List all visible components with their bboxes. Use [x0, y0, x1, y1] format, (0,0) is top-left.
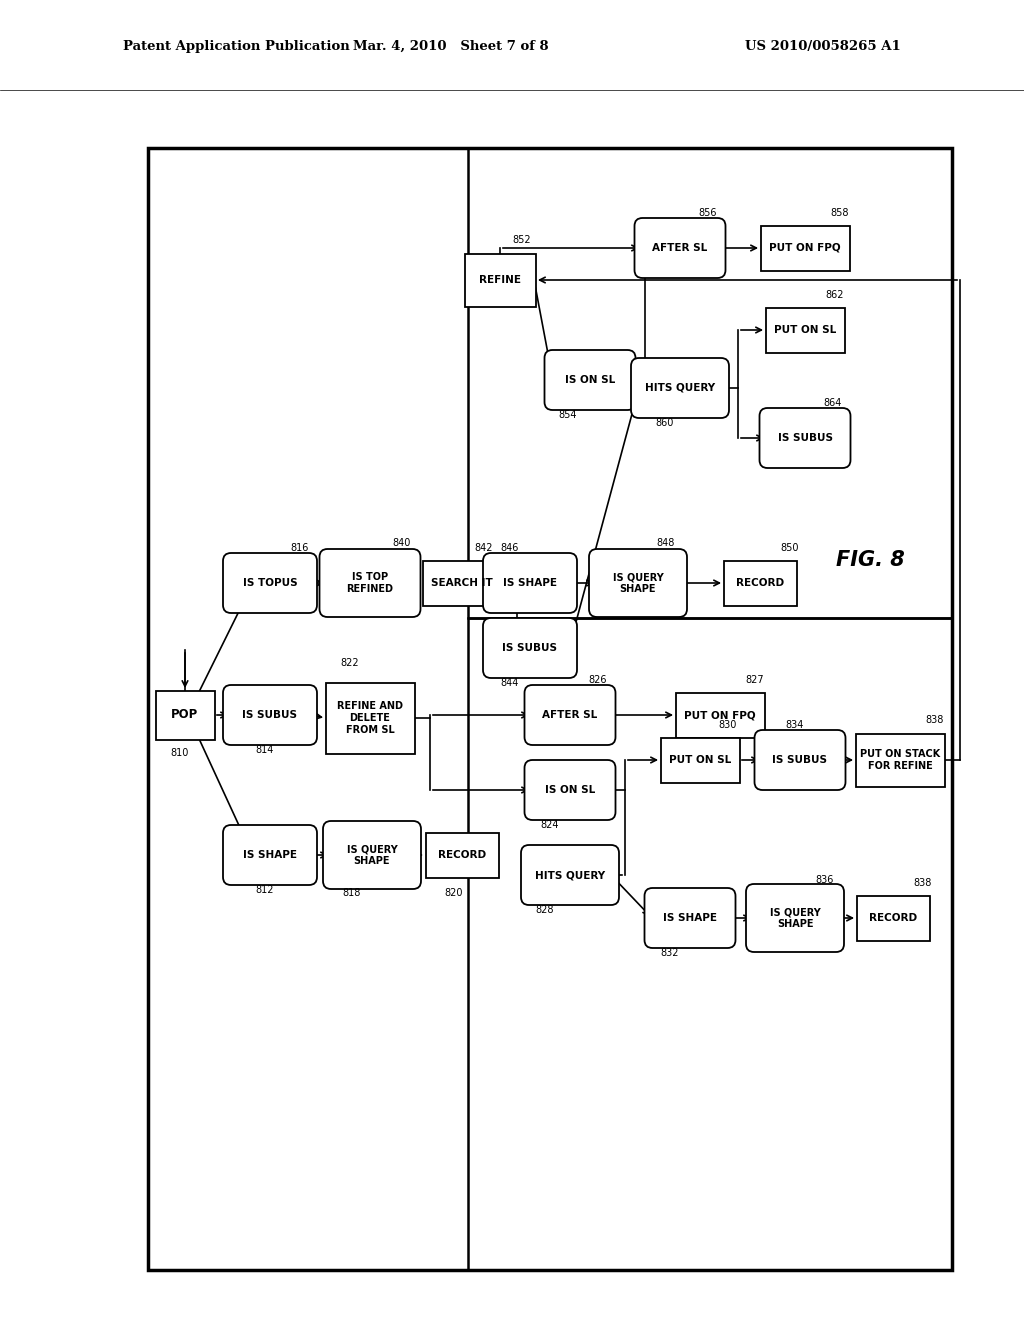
Text: 854: 854 — [559, 411, 578, 420]
FancyBboxPatch shape — [319, 549, 421, 616]
Text: 830: 830 — [719, 719, 737, 730]
FancyBboxPatch shape — [524, 685, 615, 744]
FancyBboxPatch shape — [326, 682, 415, 754]
Text: IS TOPUS: IS TOPUS — [243, 578, 297, 587]
Text: 838: 838 — [926, 715, 944, 725]
Bar — [468, 148, 952, 618]
FancyBboxPatch shape — [483, 553, 577, 612]
Bar — [468, 618, 952, 1270]
Text: 814: 814 — [256, 744, 274, 755]
Text: FIG. 8: FIG. 8 — [836, 550, 904, 570]
Text: 822: 822 — [341, 657, 359, 668]
FancyBboxPatch shape — [524, 760, 615, 820]
FancyBboxPatch shape — [676, 693, 765, 738]
Text: AFTER SL: AFTER SL — [543, 710, 598, 719]
Text: RECORD: RECORD — [438, 850, 486, 861]
Text: IS ON SL: IS ON SL — [565, 375, 615, 385]
Text: AFTER SL: AFTER SL — [652, 243, 708, 253]
Text: 852: 852 — [513, 235, 531, 246]
FancyBboxPatch shape — [323, 821, 421, 888]
Text: 832: 832 — [660, 948, 679, 958]
FancyBboxPatch shape — [660, 738, 739, 783]
FancyBboxPatch shape — [223, 685, 317, 744]
FancyBboxPatch shape — [589, 549, 687, 616]
Text: REFINE AND
DELETE
FROM SL: REFINE AND DELETE FROM SL — [337, 701, 403, 735]
FancyBboxPatch shape — [426, 833, 499, 878]
Text: 850: 850 — [780, 543, 800, 553]
Text: IS QUERY
SHAPE: IS QUERY SHAPE — [612, 572, 664, 594]
FancyBboxPatch shape — [635, 218, 725, 279]
Text: 864: 864 — [824, 399, 842, 408]
Text: 818: 818 — [343, 888, 361, 898]
Text: 820: 820 — [444, 888, 463, 898]
Text: RECORD: RECORD — [869, 913, 918, 923]
Text: 858: 858 — [830, 209, 849, 218]
Text: 860: 860 — [655, 418, 674, 428]
Text: PUT ON FPQ: PUT ON FPQ — [684, 710, 756, 719]
FancyBboxPatch shape — [223, 825, 317, 884]
FancyBboxPatch shape — [644, 888, 735, 948]
Text: 838: 838 — [913, 878, 932, 888]
Text: 824: 824 — [541, 820, 559, 830]
Text: 827: 827 — [745, 675, 764, 685]
Text: 816: 816 — [291, 543, 309, 553]
Text: PUT ON SL: PUT ON SL — [774, 325, 837, 335]
Text: 844: 844 — [501, 678, 519, 688]
FancyBboxPatch shape — [761, 226, 850, 271]
FancyBboxPatch shape — [545, 350, 636, 411]
Text: Patent Application Publication: Patent Application Publication — [123, 40, 349, 53]
Text: 836: 836 — [816, 875, 835, 884]
FancyBboxPatch shape — [760, 408, 851, 469]
Text: 848: 848 — [656, 539, 675, 548]
Text: IS QUERY
SHAPE: IS QUERY SHAPE — [347, 845, 397, 866]
Text: IS SUBUS: IS SUBUS — [772, 755, 827, 766]
Bar — [148, 148, 952, 1270]
Text: IS ON SL: IS ON SL — [545, 785, 595, 795]
FancyBboxPatch shape — [755, 730, 846, 789]
Text: PUT ON FPQ: PUT ON FPQ — [769, 243, 841, 253]
Text: 812: 812 — [256, 884, 274, 895]
FancyBboxPatch shape — [521, 845, 618, 906]
Text: REFINE: REFINE — [479, 275, 521, 285]
Text: RECORD: RECORD — [736, 578, 784, 587]
Text: IS SUBUS: IS SUBUS — [777, 433, 833, 444]
Text: 840: 840 — [393, 539, 412, 548]
Text: 810: 810 — [171, 748, 189, 758]
Text: POP: POP — [171, 709, 199, 722]
Text: 826: 826 — [589, 675, 607, 685]
FancyBboxPatch shape — [855, 734, 944, 787]
Text: IS SHAPE: IS SHAPE — [243, 850, 297, 861]
Text: IS SUBUS: IS SUBUS — [243, 710, 298, 719]
FancyBboxPatch shape — [223, 553, 317, 612]
Text: HITS QUERY: HITS QUERY — [645, 383, 715, 393]
Text: IS SHAPE: IS SHAPE — [503, 578, 557, 587]
FancyBboxPatch shape — [465, 253, 536, 306]
Text: IS SHAPE: IS SHAPE — [663, 913, 717, 923]
FancyBboxPatch shape — [423, 561, 502, 606]
Text: 862: 862 — [825, 290, 844, 300]
Text: 856: 856 — [698, 209, 717, 218]
Text: US 2010/0058265 A1: US 2010/0058265 A1 — [745, 40, 901, 53]
FancyBboxPatch shape — [746, 884, 844, 952]
Text: 842: 842 — [475, 543, 494, 553]
FancyBboxPatch shape — [631, 358, 729, 418]
Text: 828: 828 — [536, 906, 554, 915]
Text: HITS QUERY: HITS QUERY — [535, 870, 605, 880]
FancyBboxPatch shape — [856, 895, 930, 940]
FancyBboxPatch shape — [766, 308, 845, 352]
FancyBboxPatch shape — [724, 561, 797, 606]
Text: IS QUERY
SHAPE: IS QUERY SHAPE — [770, 907, 820, 929]
Text: SEARCH IT: SEARCH IT — [431, 578, 493, 587]
Text: IS TOP
REFINED: IS TOP REFINED — [346, 572, 393, 594]
FancyBboxPatch shape — [483, 618, 577, 678]
Text: Mar. 4, 2010   Sheet 7 of 8: Mar. 4, 2010 Sheet 7 of 8 — [352, 40, 549, 53]
Text: PUT ON SL: PUT ON SL — [669, 755, 731, 766]
Text: IS SUBUS: IS SUBUS — [503, 643, 557, 653]
Text: 834: 834 — [785, 719, 804, 730]
Text: PUT ON STACK
FOR REFINE: PUT ON STACK FOR REFINE — [860, 750, 940, 771]
FancyBboxPatch shape — [156, 690, 214, 739]
Text: 846: 846 — [501, 543, 519, 553]
